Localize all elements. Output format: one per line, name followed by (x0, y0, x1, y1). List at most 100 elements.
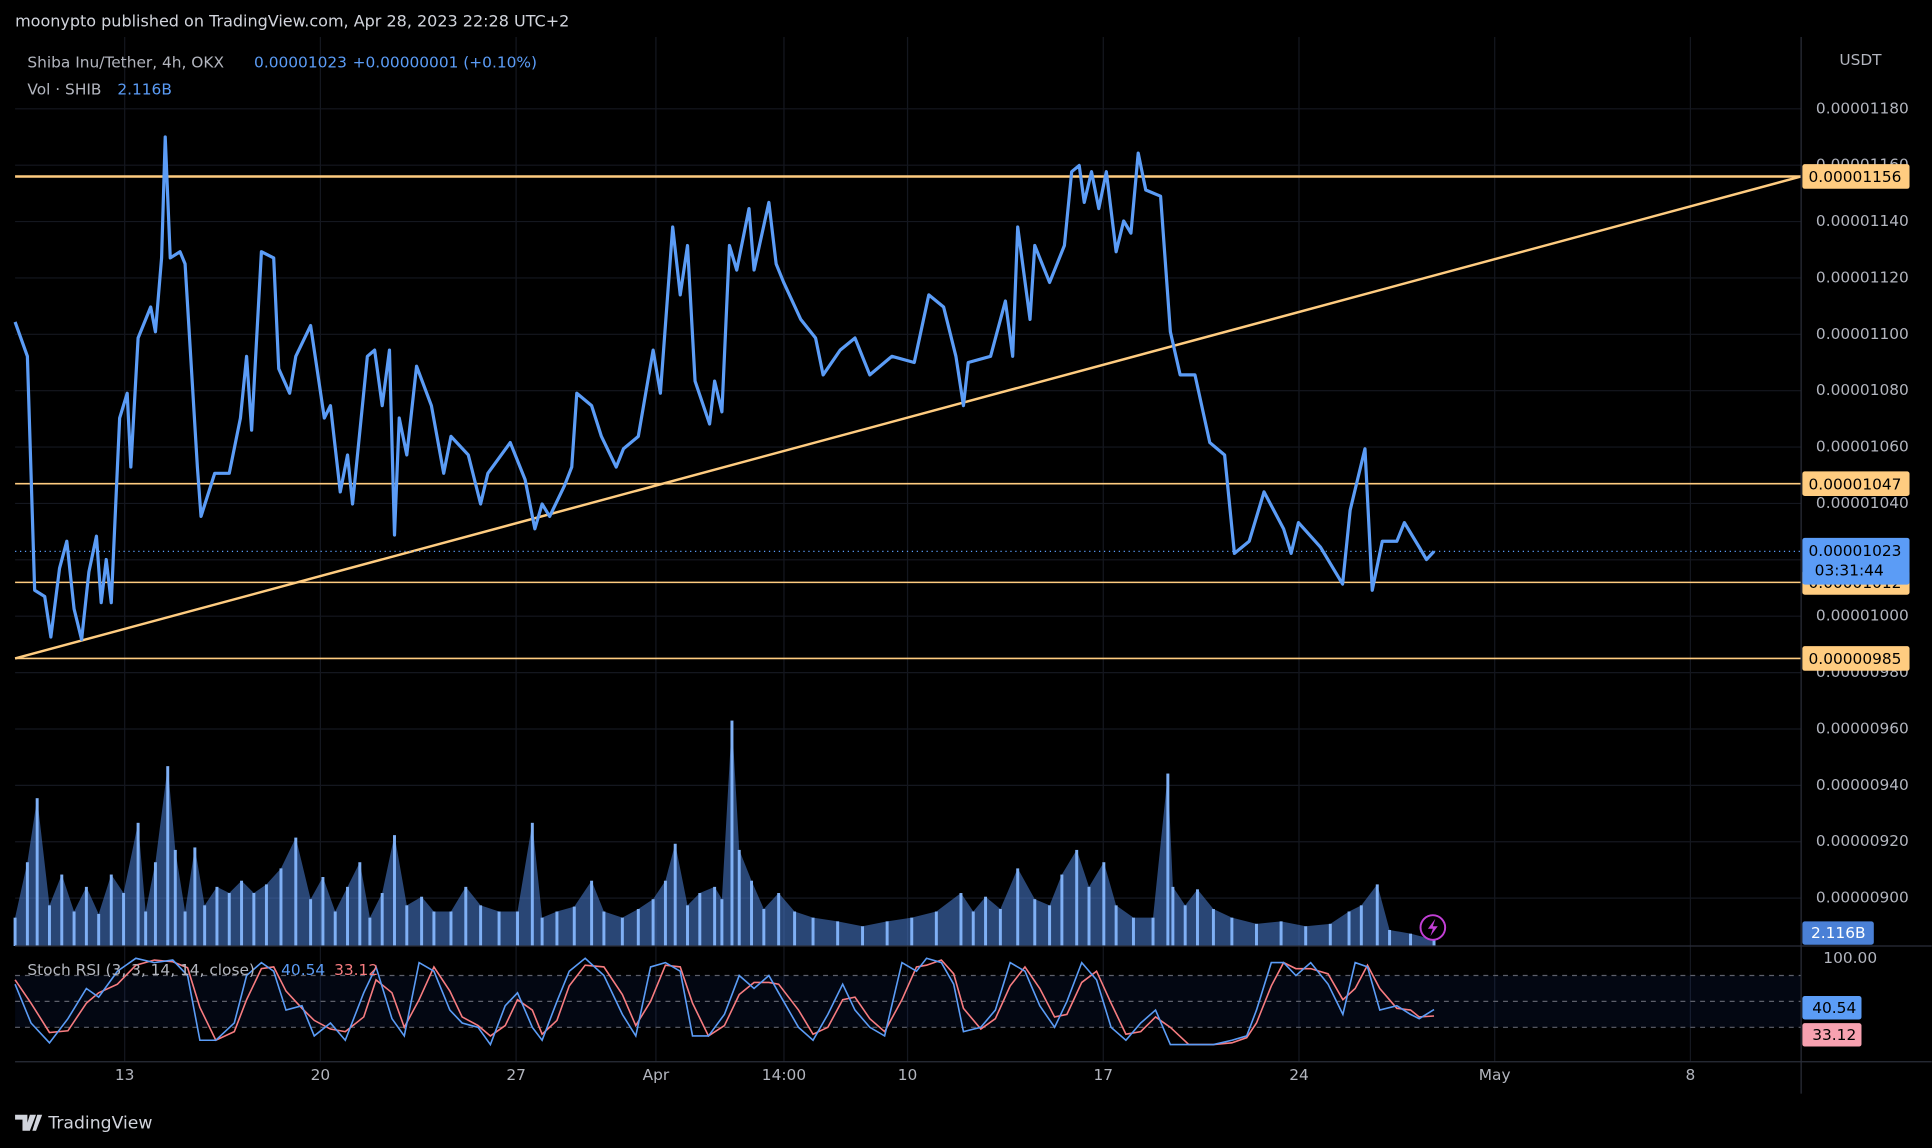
volume-bar (959, 893, 963, 946)
x-tick-label: May (1479, 1066, 1511, 1084)
alert-circle (1419, 914, 1447, 941)
volume-bar (1328, 923, 1332, 946)
y-tick-label: 0.00000960 (1816, 719, 1909, 737)
volume-tag-label: 2.116B (1811, 924, 1866, 942)
y-tick-label: 0.00000900 (1816, 889, 1909, 907)
volume-bar (651, 899, 655, 946)
y-tick-label: 0.00001120 (1816, 268, 1909, 286)
volume-bar (173, 849, 177, 946)
alert-icon[interactable] (1419, 914, 1447, 941)
volume-bar (686, 905, 689, 946)
volume-bar (1255, 923, 1258, 946)
volume-bar (1359, 905, 1363, 946)
volume-bar (144, 911, 148, 946)
volume-bar (1304, 926, 1308, 946)
x-tick-label: 24 (1289, 1066, 1309, 1084)
volume-bar (777, 893, 781, 946)
countdown-label: 03:31:44 (1815, 562, 1884, 580)
volume-bar (885, 921, 889, 946)
level-tag-label: 0.00000985 (1809, 650, 1902, 668)
volume-bar (811, 917, 815, 946)
volume-bar (1230, 917, 1234, 946)
brand-logo (15, 1114, 43, 1131)
volume-bar (1432, 939, 1436, 946)
volume-bar (698, 893, 702, 946)
x-tick-label: 27 (506, 1066, 526, 1084)
volume-bar (910, 917, 914, 946)
volume-bar (750, 880, 754, 946)
volume-bar (252, 893, 256, 946)
volume-bar (136, 822, 140, 946)
volume-bar (1114, 905, 1118, 946)
volume-bar (836, 921, 840, 946)
x-tick-label: 17 (1093, 1066, 1113, 1084)
volume-value: 2.116B (117, 80, 172, 98)
volume-bar (60, 874, 64, 946)
volume-pane (13, 720, 1436, 946)
level-tag (1802, 471, 1910, 497)
volume-bar (122, 893, 126, 946)
volume-bar (516, 911, 519, 946)
volume-bar (1211, 909, 1215, 946)
volume-bar (464, 886, 468, 946)
stoch-pane (14, 957, 1802, 1047)
stoch-k-line (14, 957, 1435, 1047)
volume-bar (321, 877, 325, 946)
stoch-k-value: 40.54 (281, 961, 325, 979)
axes: 0.000011800.000011600.000011400.00001120… (115, 99, 1910, 1084)
volume-bar (984, 896, 988, 946)
volume-bar (934, 911, 938, 946)
x-tick-label: Apr (643, 1066, 670, 1084)
grid (15, 36, 1802, 1062)
stoch-k-tag-label: 40.54 (1812, 999, 1856, 1017)
volume-bar (1102, 862, 1106, 946)
volume-bar (358, 862, 362, 946)
last-price-tag (1802, 537, 1910, 585)
volume-tag (1802, 921, 1874, 945)
volume-bar (720, 899, 724, 946)
volume-bar (762, 909, 766, 946)
stoch-tick-label: 100.00 (1823, 949, 1877, 967)
volume-bar (1075, 849, 1079, 946)
volume-bar (602, 911, 606, 946)
volume-bar (405, 905, 409, 946)
footer (0, 1093, 1932, 1148)
last-price: 0.00001023 (254, 53, 347, 71)
trendline (14, 175, 1802, 660)
volume-bar (971, 911, 975, 946)
volume-bar (1087, 886, 1091, 946)
volume-bar (479, 905, 483, 946)
volume-bar (368, 917, 372, 946)
volume-bar (555, 911, 559, 946)
y-tick-label: 0.00001060 (1816, 438, 1909, 456)
y-tick-label: 0.00001180 (1816, 99, 1909, 117)
volume-bar (1016, 868, 1020, 946)
currency-label: USDT (1839, 51, 1882, 69)
volume-bar (264, 884, 268, 946)
volume-bar (713, 886, 717, 946)
x-tick-label: 10 (898, 1066, 918, 1084)
volume-bar (109, 874, 113, 946)
volume-bar (432, 911, 436, 946)
volume-bar (1151, 917, 1155, 946)
volume-bar (1409, 933, 1413, 946)
x-tick-label: 13 (115, 1066, 135, 1084)
level-tag (1802, 164, 1910, 189)
volume-bar (240, 880, 244, 946)
volume-bar (294, 837, 298, 946)
volume-bar (153, 862, 157, 946)
volume-bar (497, 911, 501, 946)
volume-bar (793, 911, 797, 946)
volume-bar (730, 720, 734, 946)
level-tag-label: 0.00001047 (1809, 475, 1902, 493)
price-pane (13, 135, 1802, 660)
volume-bar (673, 843, 677, 946)
volume-bar (193, 847, 197, 946)
y-tick-label: 0.00001080 (1816, 381, 1909, 399)
y-tick-label: 0.00000920 (1816, 832, 1909, 850)
y-tick-label: 0.00001140 (1816, 212, 1909, 230)
volume-bar (1196, 889, 1199, 946)
volume-bar (1375, 884, 1379, 946)
